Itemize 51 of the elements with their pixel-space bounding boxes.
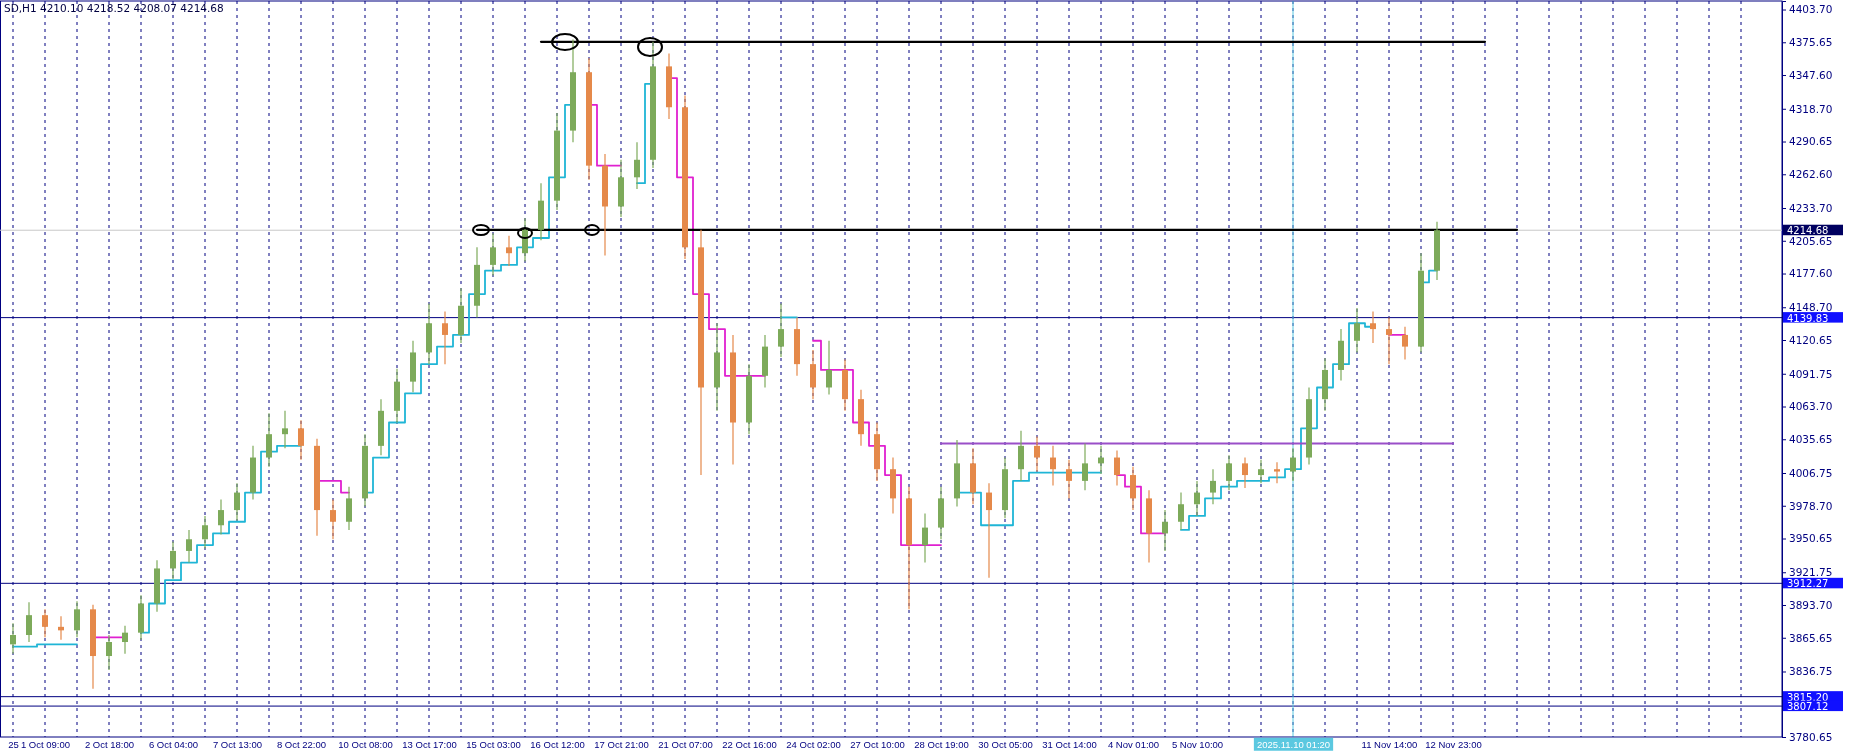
y-tick-label: 4233.70 bbox=[1789, 201, 1833, 214]
y-tick-label: 3836.75 bbox=[1789, 665, 1833, 678]
y-tick-label: 4375.65 bbox=[1789, 36, 1833, 49]
x-tick-label: 5 Nov 10:00 bbox=[1171, 738, 1224, 750]
y-tick-label: 3893.70 bbox=[1789, 598, 1833, 611]
y-tick-label: 4205.65 bbox=[1789, 234, 1833, 247]
y-tick-label: 4063.70 bbox=[1789, 400, 1833, 413]
x-tick-label: 17 Oct 21:00 bbox=[594, 738, 649, 750]
ref-line-label: 3807.12 bbox=[1787, 701, 1829, 713]
x-tick-label: 25 bbox=[8, 738, 19, 750]
x-tick-label: 11 Nov 14:00 bbox=[1361, 738, 1418, 750]
y-tick-label: 4262.60 bbox=[1789, 168, 1833, 181]
chart-title: SD,H1 4210.10 4218.52 4208.07 4214.68 bbox=[4, 2, 224, 14]
y-tick-label: 4403.70 bbox=[1789, 3, 1833, 16]
x-tick-label: 8 Oct 22:00 bbox=[276, 738, 327, 750]
y-tick-label: 3950.65 bbox=[1789, 532, 1833, 545]
y-tick-label: 4347.60 bbox=[1789, 68, 1833, 81]
x-tick-label: 24 Oct 02:00 bbox=[786, 738, 841, 750]
y-tick-label: 4177.60 bbox=[1789, 267, 1833, 280]
y-tick-label: 3921.75 bbox=[1789, 566, 1833, 579]
x-tick-label: 21 Oct 07:00 bbox=[658, 738, 713, 750]
x-tick-label: 31 Oct 14:00 bbox=[1042, 738, 1097, 750]
ref-line-label: 4214.68 bbox=[1787, 225, 1829, 237]
x-tick-label: 28 Oct 19:00 bbox=[914, 738, 969, 750]
x-tick-label: 22 Oct 16:00 bbox=[722, 738, 777, 750]
ref-line-label: 4139.83 bbox=[1787, 312, 1829, 324]
y-tick-label: 4148.70 bbox=[1789, 301, 1833, 314]
y-tick-label: 3865.65 bbox=[1789, 631, 1833, 644]
x-tick-label: 12 Nov 23:00 bbox=[1425, 738, 1482, 750]
y-tick-label: 4318.70 bbox=[1789, 102, 1833, 115]
ref-line-label: 3912.27 bbox=[1787, 578, 1829, 590]
y-tick-label: 4290.65 bbox=[1789, 135, 1833, 148]
y-tick-label: 4006.75 bbox=[1789, 466, 1833, 479]
x-tick-label: 13 Oct 17:00 bbox=[402, 738, 457, 750]
x-tick-label: 1 Oct 09:00 bbox=[20, 738, 71, 750]
y-tick-label: 4120.65 bbox=[1789, 333, 1833, 346]
x-tick-label: 27 Oct 10:00 bbox=[850, 738, 905, 750]
x-tick-label: 7 Oct 13:00 bbox=[212, 738, 263, 750]
x-tick-label: 2 Oct 18:00 bbox=[84, 738, 135, 750]
x-tick-label: 4 Nov 01:00 bbox=[1107, 738, 1160, 750]
x-tick-label: 15 Oct 03:00 bbox=[466, 738, 521, 750]
y-tick-label: 4035.65 bbox=[1789, 433, 1833, 446]
ref-line-label: 3815.20 bbox=[1787, 691, 1829, 703]
y-tick-label: 3978.70 bbox=[1789, 499, 1833, 512]
x-tick-label: 30 Oct 05:00 bbox=[978, 738, 1033, 750]
y-tick-label: 4091.75 bbox=[1789, 367, 1833, 380]
y-tick-label: 3780.65 bbox=[1789, 730, 1833, 743]
x-tick-label: 6 Oct 04:00 bbox=[148, 738, 199, 750]
x-tick-label: 2025.11.10 01:20 bbox=[1256, 738, 1331, 750]
x-tick-label: 10 Oct 08:00 bbox=[338, 738, 393, 750]
x-tick-label: 16 Oct 12:00 bbox=[530, 738, 585, 750]
